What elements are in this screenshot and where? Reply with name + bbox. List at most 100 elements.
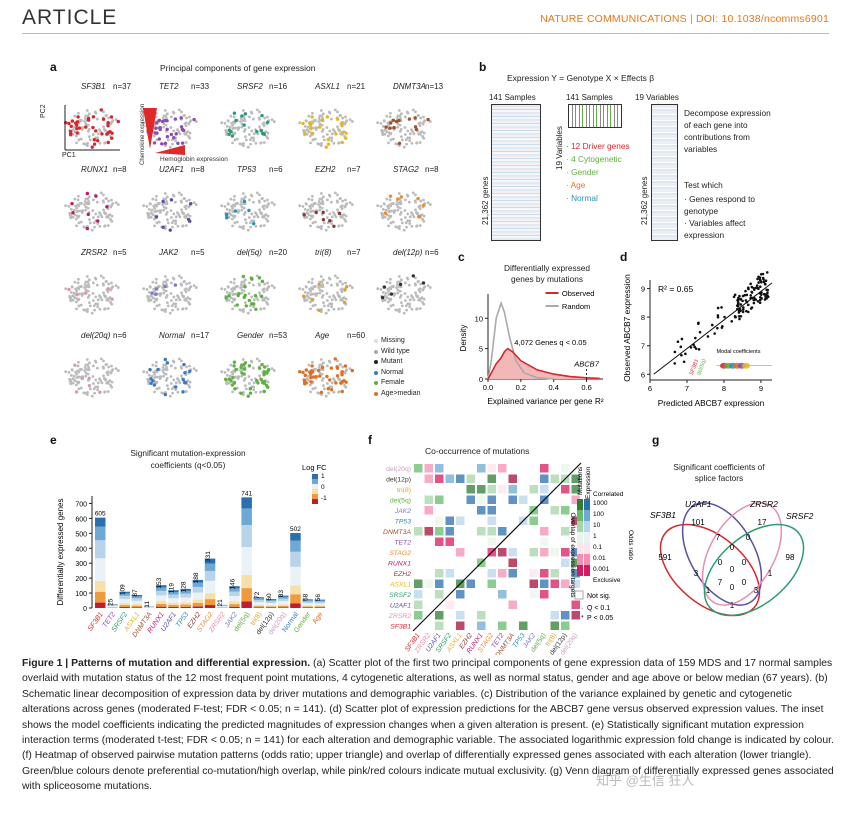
- d-point: [745, 293, 749, 297]
- cooccurrence-heatmap: del(20q)del(12p)tri(8)del(5q)JAK2TP53DNM…: [383, 462, 634, 655]
- pca-point: [252, 305, 256, 309]
- pca-point: [379, 122, 383, 125]
- pca-point: [85, 358, 89, 361]
- venn-count: 0: [730, 583, 735, 592]
- pca-point: [223, 205, 227, 208]
- e-bar-segment: [119, 591, 130, 594]
- pca-point: [71, 128, 75, 132]
- e-bar-segment: [290, 540, 301, 552]
- pca-point: [109, 205, 113, 209]
- pca-point: [384, 291, 388, 295]
- c-xtick-label: 0.4: [548, 383, 558, 392]
- pca-point: [73, 197, 77, 201]
- pca-point: [110, 380, 114, 384]
- f-legend-tick: 0.001: [593, 566, 610, 573]
- pca-point: [397, 192, 401, 195]
- pca-point: [152, 134, 156, 138]
- pca-mutant-point: [92, 142, 97, 146]
- pca-point: [92, 281, 95, 285]
- pca-point: [247, 216, 251, 219]
- pca-point: [185, 214, 188, 217]
- pca-point: [156, 375, 159, 379]
- pca-point: [318, 288, 322, 292]
- panel-a-legend: Missing Wild type Mutant Normal Female Age>me…: [374, 336, 421, 399]
- pca-point: [233, 138, 237, 142]
- f-cell: [571, 579, 580, 588]
- pca-point: [422, 214, 426, 218]
- pca-point: [406, 212, 410, 216]
- chemokine-wedge: [143, 108, 157, 149]
- pca-point: [70, 285, 74, 289]
- e-bar-segment: [156, 587, 167, 591]
- pca-point: [308, 287, 312, 291]
- f-cell: [445, 537, 454, 546]
- pca-mutant-point: [223, 377, 228, 381]
- pca-mutant-point: [157, 137, 162, 141]
- pca-point: [389, 111, 392, 115]
- pca-point: [241, 358, 245, 361]
- pca-point: [325, 292, 329, 295]
- pca-point: [405, 308, 408, 312]
- pca-point: [163, 202, 167, 205]
- f-cell: [414, 464, 423, 473]
- pca-point: [110, 281, 113, 285]
- pca-point: [414, 193, 417, 197]
- pca-point: [234, 126, 237, 130]
- pca-point: [408, 219, 412, 223]
- pca-point: [348, 284, 352, 288]
- e-bar-segment: [95, 591, 106, 603]
- e-bar-segment: [95, 580, 106, 592]
- pca-point: [84, 208, 88, 212]
- pca-point: [256, 298, 260, 302]
- pca-point: [163, 310, 167, 314]
- pca-point: [414, 291, 417, 295]
- pca-point: [422, 198, 425, 202]
- pca-point: [258, 125, 261, 129]
- e-bar-value: 109: [120, 584, 127, 595]
- pca-point: [418, 207, 422, 211]
- f-cell: [571, 569, 580, 578]
- pca-point: [255, 274, 259, 278]
- pca-point: [248, 138, 252, 142]
- pca-point: [95, 366, 99, 370]
- pca-point: [162, 197, 166, 201]
- pca-mutant-point: [314, 375, 318, 379]
- f-cell: [477, 485, 486, 494]
- pca-mutant-point: [411, 274, 415, 278]
- pca-point: [155, 370, 159, 374]
- pca-point: [234, 292, 237, 296]
- pca-point: [252, 139, 256, 143]
- test-which: Test which: [684, 180, 723, 190]
- pca-mutant-point: [260, 362, 264, 367]
- e-bar-value: 56: [315, 594, 322, 602]
- pca-point: [340, 307, 344, 310]
- venn-count: 3: [754, 586, 759, 595]
- pca-point: [83, 117, 87, 120]
- f-cell: [424, 579, 433, 588]
- pca-point: [318, 280, 322, 284]
- e-bar-segment: [302, 600, 313, 602]
- pca-mutant-point: [260, 113, 264, 118]
- pca-point: [84, 374, 88, 378]
- f-legend-odds: Odds ratio: [627, 530, 634, 560]
- f-legend-swatch-expr: [584, 565, 590, 576]
- pca-mutant-point: [161, 199, 165, 204]
- pca-point: [319, 275, 323, 278]
- pca-mutant-point: [247, 298, 252, 303]
- pca-mutant-point: [340, 124, 344, 128]
- pca-point: [83, 203, 86, 206]
- pca-point: [241, 192, 245, 195]
- pca-n-label: n=20: [269, 248, 288, 257]
- pca-mutant-point: [266, 120, 270, 124]
- pca-point: [307, 280, 311, 284]
- pca-mutant-point: [242, 367, 247, 371]
- pca-point: [226, 202, 230, 206]
- pca-point: [109, 218, 112, 221]
- venn-count: 0: [742, 578, 747, 587]
- pca-n-label: n=6: [425, 248, 439, 257]
- pca-point: [92, 304, 96, 308]
- pca-point: [258, 193, 261, 197]
- pca-mutant-point: [148, 367, 152, 372]
- pca-gene-label: EZH2: [315, 165, 336, 174]
- pca-point: [168, 145, 172, 149]
